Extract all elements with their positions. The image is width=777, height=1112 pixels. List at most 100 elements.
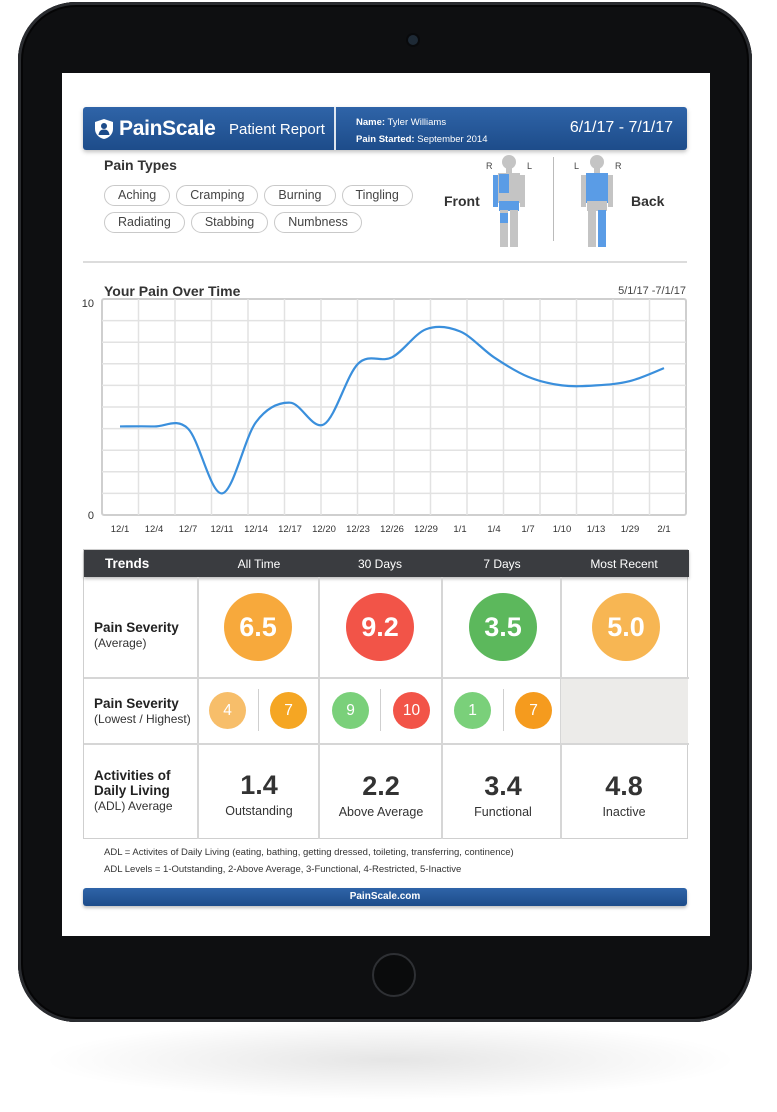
all-time-highest-badge: 7 [270, 692, 307, 729]
brand-name: PainScale [119, 117, 216, 140]
front-body-icon [493, 155, 525, 247]
table-divider [441, 577, 443, 839]
pain-type-chips: Aching Cramping Burning Tingling Radiating S… [104, 185, 424, 239]
front-r-label: R [486, 161, 493, 171]
pair-divider [380, 689, 381, 731]
front-l-label: L [527, 161, 533, 171]
table-divider [84, 677, 689, 679]
col-30-days: 30 Days [357, 557, 403, 571]
adl-levels-note: ADL Levels = 1-Outstanding, 2-Above Aver… [104, 864, 462, 875]
adl-most-recent-value: 4.8 [605, 771, 643, 801]
back-r-label: R [615, 161, 622, 171]
trends-title: Trends [105, 556, 150, 571]
footer-link[interactable]: PainScale.com [83, 888, 687, 906]
chart-title: Your Pain Over Time [104, 283, 241, 299]
table-divider [84, 743, 689, 745]
row-label-sub: (Average) [94, 636, 147, 650]
back-body-icon [581, 155, 613, 247]
body-divider [553, 157, 554, 241]
all-time-lowest-badge: 4 [209, 692, 246, 729]
chart-date-range: 5/1/17 -7/1/17 [618, 285, 686, 297]
col-all-time: All Time [237, 557, 281, 571]
col-7-days: 7 Days [483, 557, 521, 571]
row-label-average: Pain Severity (Average) [94, 620, 179, 651]
x-tick-label: 12/7 [179, 524, 198, 535]
pair-divider [503, 689, 504, 731]
painscale-logo: PainScale [93, 117, 216, 141]
x-tick-label: 12/11 [210, 524, 233, 535]
report-header: PainScale Patient Report Name: Tyler Wil… [83, 107, 687, 150]
x-tick-label: 1/29 [621, 524, 640, 535]
pain-type-chip: Aching [104, 185, 171, 206]
table-divider [318, 577, 320, 839]
row-label-sub: (Lowest / Highest) [94, 712, 191, 726]
x-tick-label: 1/4 [487, 524, 500, 535]
pain-types-title: Pain Types [104, 157, 177, 173]
x-tick-label: 1/7 [521, 524, 534, 535]
pain-type-chip: Tingling [341, 185, 413, 206]
row-label-sub: (ADL) Average [94, 799, 173, 813]
x-tick-label: 12/4 [145, 524, 164, 535]
7-days-lowest-badge: 1 [454, 692, 491, 729]
most-recent-empty-cell [561, 679, 688, 743]
report-screen: PainScale Patient Report Name: Tyler Wil… [62, 73, 710, 936]
adl-most-recent-label: Inactive [602, 805, 646, 819]
col-most-recent: Most Recent [590, 557, 658, 571]
section-divider [83, 261, 687, 263]
adl-all-time-label: Outstanding [225, 804, 293, 818]
x-tick-label: 1/10 [553, 524, 572, 535]
x-tick-label: 1/13 [587, 524, 606, 535]
row-label-text: Pain Severity [94, 696, 179, 711]
name-label: Name: [356, 117, 386, 128]
row-label-text: Activities of [94, 768, 171, 783]
trends-table: Trends All Time 30 Days 7 Days Most Rece… [83, 549, 689, 839]
camera-icon [408, 35, 418, 45]
header-divider [334, 107, 336, 150]
report-date-range: 6/1/17 - 7/1/17 [569, 119, 673, 136]
pain-type-chip: Numbness [274, 212, 362, 233]
x-tick-label: 12/20 [312, 524, 336, 535]
adl-7-days-label: Functional [474, 805, 532, 819]
home-button[interactable] [372, 953, 416, 997]
pain-over-time-chart: 0 10 12/1 12/4 12/7 12/11 12/14 12/17 12/20 12/23… [82, 298, 687, 535]
row-label-low-high: Pain Severity (Lowest / Highest) [94, 696, 191, 727]
pain-type-chip: Burning [264, 185, 336, 206]
avg-30-days-badge: 9.2 [346, 593, 414, 661]
x-tick-label: 12/26 [380, 524, 404, 535]
pair-divider [258, 689, 259, 731]
x-tick-label: 12/1 [111, 524, 130, 535]
row-label-text: Daily Living [94, 783, 170, 798]
avg-all-time-badge: 6.5 [224, 593, 292, 661]
avg-7-days-badge: 3.5 [469, 593, 537, 661]
avg-most-recent-badge: 5.0 [592, 593, 660, 661]
trends-header: Trends All Time 30 Days 7 Days Most Rece… [84, 550, 689, 577]
pain-type-chip: Stabbing [190, 212, 269, 233]
row-label-adl: Activities of Daily Living (ADL) Average [94, 768, 173, 814]
pain-type-chip: Radiating [104, 212, 185, 233]
tablet-shadow [40, 1020, 740, 1100]
front-label: Front [444, 193, 480, 209]
pain-type-chip: Cramping [176, 185, 259, 206]
y-tick-label: 0 [88, 510, 94, 522]
30-days-highest-badge: 10 [393, 692, 430, 729]
pain-started-value: September 2014 [417, 134, 488, 145]
adl-30-days-value: 2.2 [362, 771, 400, 801]
patient-info: Name: Tyler Williams Pain Started: Septe… [356, 114, 488, 148]
shield-person-icon [95, 119, 113, 139]
table-divider [197, 577, 199, 839]
x-tick-label: 1/1 [453, 524, 466, 535]
x-tick-label: 12/14 [244, 524, 268, 535]
adl-30-days-label: Above Average [338, 805, 424, 819]
back-l-label: L [574, 161, 580, 171]
30-days-lowest-badge: 9 [332, 692, 369, 729]
y-tick-label: 10 [82, 298, 94, 310]
7-days-highest-badge: 7 [515, 692, 552, 729]
report-subtitle: Patient Report [229, 121, 325, 138]
patient-name: Tyler Williams [387, 117, 447, 128]
chip-row: Aching Cramping Burning Tingling [104, 185, 424, 206]
back-label: Back [631, 193, 665, 209]
adl-all-time-value: 1.4 [240, 770, 278, 800]
adl-7-days-value: 3.4 [484, 771, 522, 801]
x-tick-label: 12/29 [414, 524, 438, 535]
pain-series-line [119, 325, 665, 495]
